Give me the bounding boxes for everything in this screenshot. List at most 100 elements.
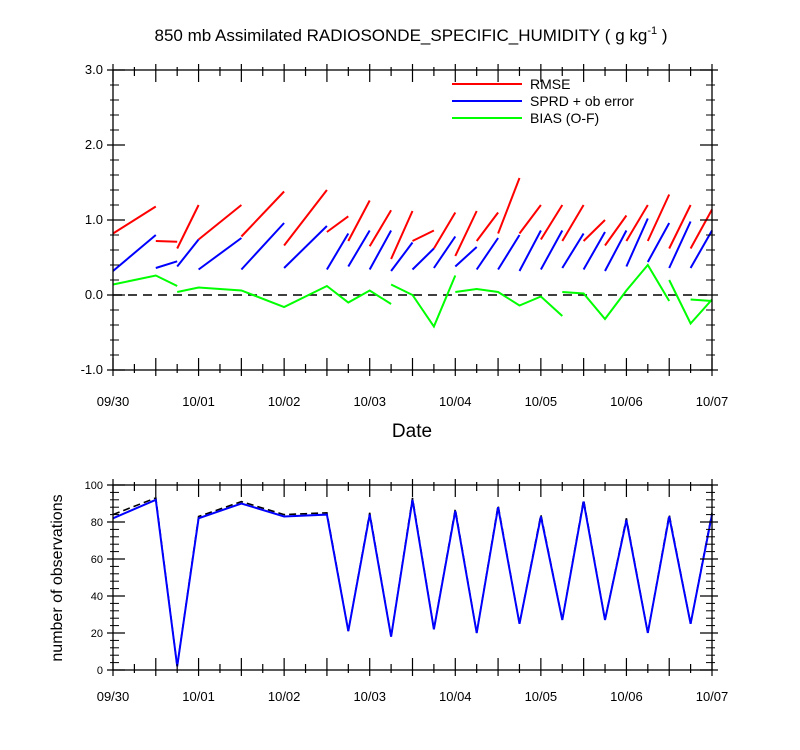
sprd-ob-error-line-segment [176, 238, 200, 268]
sprd-ob-error-line-segment [390, 241, 414, 272]
rmse-line-segment [625, 204, 649, 242]
rmse-line-segment [112, 205, 157, 235]
rmse-line-segment [176, 204, 200, 249]
sprd-ob-error-line-segment [433, 235, 457, 269]
sprd-ob-error-line-segment [347, 229, 371, 268]
bottom-series-lines [112, 496, 713, 667]
rmse-line-segment [326, 215, 349, 233]
top-panel: -1.0 0.0 1.0 2.0 3.0 09/30 10/01 10/02 10/03 10/… [81, 62, 729, 409]
chart-title-exponent: -1 [647, 25, 657, 37]
bias-o-f-line-segment [390, 275, 457, 329]
y-axis-label: number of observations [49, 494, 66, 661]
chart-title: 850 mb Assimilated RADIOSONDE_SPECIFIC_H… [155, 25, 668, 45]
rmse-line-segment [390, 210, 414, 260]
rmse-line-segment [689, 209, 713, 249]
bias-o-f-line-segment [176, 284, 392, 309]
top-ytick-label: 0.0 [85, 287, 103, 302]
bottom-axis-ticks [107, 479, 718, 676]
rmse-line-segment [240, 190, 285, 238]
sprd-ob-error-line-segment [689, 230, 713, 269]
bottom-plot-frame [112, 484, 713, 671]
rmse-line-segment [497, 177, 521, 234]
bottom-ytick-label: 0 [97, 665, 103, 677]
top-xtick-label: 09/30 [97, 394, 130, 409]
bias-o-f-line-segment [112, 274, 178, 287]
rmse-line-segment [347, 200, 371, 242]
rmse-line-segment [646, 194, 671, 242]
sprd-ob-error-line-segment [668, 221, 692, 269]
sprd-ob-error-line-segment [582, 231, 606, 270]
bias-o-f-line-segment [668, 279, 713, 326]
bottom-x-tick-labels: 09/30 10/01 10/02 10/03 10/04 10/05 10/06 10/07 [97, 689, 729, 704]
bottom-ytick-label: 80 [91, 517, 103, 529]
legend-label-rmse: RMSE [530, 76, 570, 92]
sprd-ob-error-line-segment [540, 230, 564, 270]
top-xtick-label: 10/03 [353, 394, 386, 409]
sprd-ob-error-line-segment [625, 218, 649, 267]
chart-title-text: 850 mb Assimilated RADIOSONDE_SPECIFIC_H… [155, 26, 648, 45]
rmse-line-segment [368, 209, 392, 247]
sprd-ob-error-line-segment [604, 230, 628, 272]
used-observations-line [112, 498, 713, 667]
rmse-line-segment [475, 211, 499, 242]
bottom-xtick-label: 10/05 [525, 689, 558, 704]
rmse-line-segment [283, 189, 328, 247]
top-xtick-label: 10/05 [525, 394, 558, 409]
rmse-line-segment [433, 211, 457, 250]
bias-o-f-line-segment [455, 287, 563, 317]
top-x-tick-labels: 09/30 10/01 10/02 10/03 10/04 10/05 10/06 10/07 [97, 394, 729, 409]
top-ytick-label: 1.0 [85, 212, 103, 227]
top-axis-ticks [107, 64, 718, 376]
sprd-ob-error-line-segment [518, 230, 542, 272]
sprd-ob-error-line-segment [155, 260, 178, 269]
top-ytick-label: 2.0 [85, 137, 103, 152]
bottom-ytick-label: 40 [91, 591, 103, 603]
sprd-ob-error-line-segment [240, 222, 285, 271]
bottom-xtick-label: 10/02 [268, 689, 301, 704]
rmse-line-segment [454, 210, 478, 257]
top-xtick-label: 10/06 [610, 394, 643, 409]
sprd-ob-error-line-segment [497, 234, 521, 271]
bias-o-f-line-segment [690, 298, 713, 302]
top-ytick-label: -1.0 [81, 362, 103, 377]
sprd-ob-error-line-segment [326, 232, 350, 271]
bottom-xtick-label: 10/03 [353, 689, 386, 704]
x-axis-label: Date [392, 421, 432, 442]
sprd-ob-error-line-segment [112, 234, 157, 272]
sprd-ob-error-line-segment [454, 246, 478, 268]
rmse-line-segment [604, 214, 628, 247]
top-ytick-label: 3.0 [85, 62, 103, 77]
bottom-ytick-label: 20 [91, 628, 103, 640]
sprd-ob-error-line-segment [475, 237, 499, 271]
rmse-line-segment [582, 219, 606, 242]
bottom-xtick-label: 10/06 [610, 689, 643, 704]
sprd-ob-error-line-segment [198, 237, 242, 271]
rmse-line-segment [561, 204, 585, 242]
rmse-line-segment [518, 204, 542, 235]
rmse-line-segment [155, 240, 178, 243]
sprd-ob-error-line-segment [411, 247, 435, 271]
sprd-ob-error-line-segment [368, 230, 392, 270]
legend-label-sprd-ob-error: SPRD + ob error [530, 93, 634, 109]
top-series-lines [112, 177, 713, 329]
bottom-ytick-label: 100 [85, 480, 103, 492]
bottom-xtick-label: 10/04 [439, 689, 472, 704]
chart-title-close: ) [657, 26, 667, 45]
rmse-line-segment [668, 204, 692, 249]
possible-observations-line [112, 496, 713, 667]
top-xtick-label: 10/07 [696, 394, 729, 409]
top-y-tick-labels: -1.0 0.0 1.0 2.0 3.0 [81, 62, 103, 377]
top-xtick-label: 10/04 [439, 394, 472, 409]
bottom-xtick-label: 10/07 [696, 689, 729, 704]
bias-o-f-line-segment [562, 263, 671, 321]
bottom-panel: 0 20 40 60 80 100 09/30 10/01 10/02 10/03 10/04 10… [85, 479, 729, 704]
top-xtick-label: 10/01 [182, 394, 215, 409]
rmse-line-segment [197, 204, 243, 241]
sprd-ob-error-line-segment [283, 225, 328, 269]
rmse-line-segment [412, 229, 435, 242]
bottom-ytick-label: 60 [91, 554, 103, 566]
bottom-y-tick-labels: 0 20 40 60 80 100 [85, 480, 103, 677]
rmse-line-segment [540, 204, 564, 241]
